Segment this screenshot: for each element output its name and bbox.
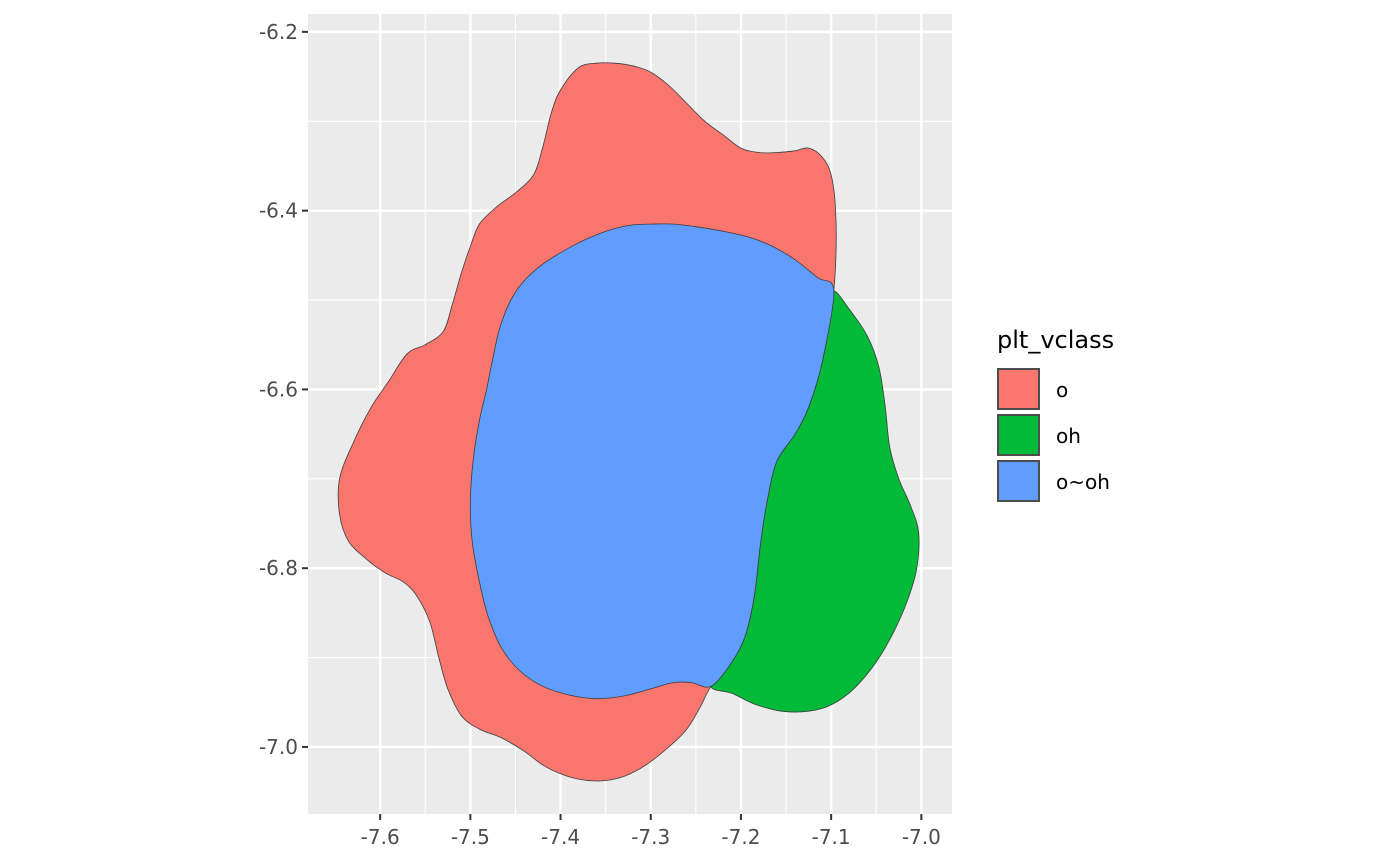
y-axis: -6.2 -6.4 -6.6 -6.8 -7.0 xyxy=(259,20,308,759)
x-tick-label: -7.1 xyxy=(812,825,851,849)
x-tick-label: -7.5 xyxy=(451,825,490,849)
y-tick-label: -6.4 xyxy=(259,199,298,223)
x-axis: -7.6 -7.5 -7.4 -7.3 -7.2 -7.1 -7.0 xyxy=(361,814,941,849)
legend: plt_vclass o oh o~oh xyxy=(997,326,1114,502)
y-tick-label: -7.0 xyxy=(259,735,298,759)
x-tick-label: -7.6 xyxy=(361,825,400,849)
legend-swatch xyxy=(997,414,1040,456)
area-o-oh xyxy=(469,223,835,700)
legend-label: o xyxy=(1056,378,1068,402)
x-tick-label: -7.2 xyxy=(721,825,760,849)
y-tick-label: -6.6 xyxy=(259,377,298,401)
legend-label: oh xyxy=(1056,424,1081,448)
y-tick-label: -6.8 xyxy=(259,556,298,580)
x-tick-label: -7.4 xyxy=(541,825,580,849)
density-areas xyxy=(337,62,920,782)
legend-swatch xyxy=(997,368,1040,410)
y-tick-label: -6.2 xyxy=(259,20,298,44)
legend-swatch xyxy=(997,460,1040,502)
legend-title: plt_vclass xyxy=(997,326,1114,354)
x-tick-label: -7.3 xyxy=(631,825,670,849)
x-tick-label: -7.0 xyxy=(902,825,941,849)
legend-label: o~oh xyxy=(1056,470,1110,494)
